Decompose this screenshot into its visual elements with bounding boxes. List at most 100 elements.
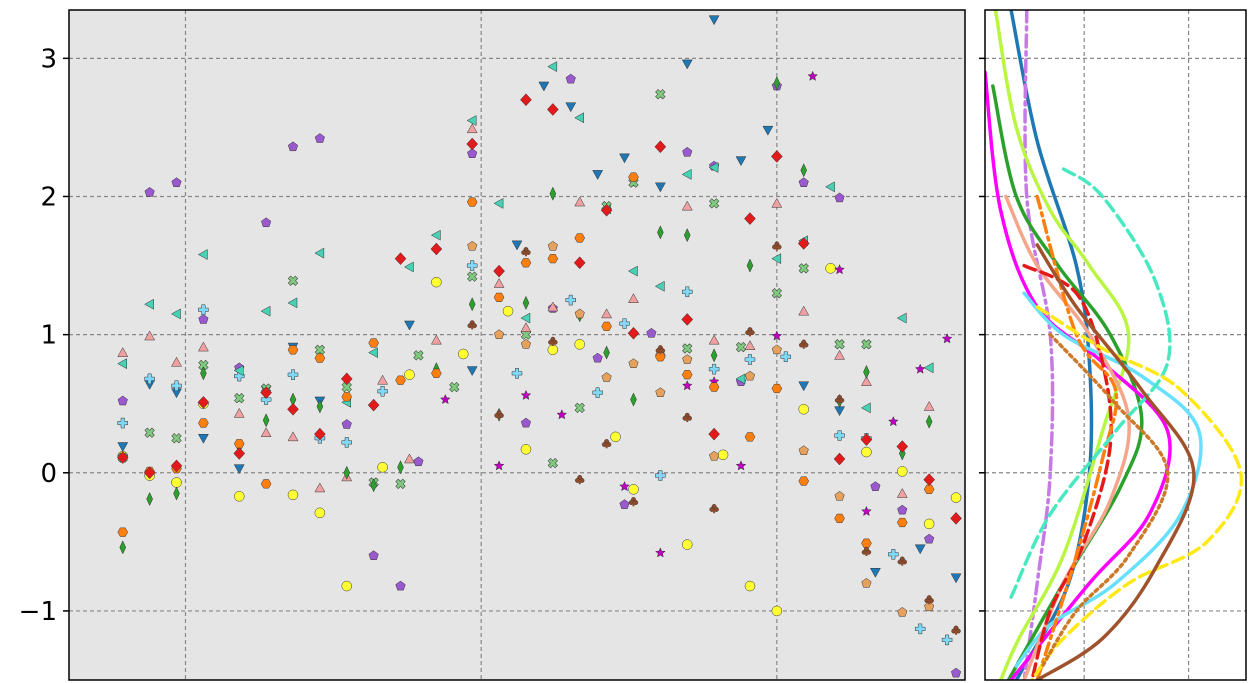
scatter-point <box>404 369 415 380</box>
scatter-point <box>923 484 935 494</box>
scatter-point <box>771 197 783 208</box>
scatter-point <box>234 393 245 404</box>
scatter-point <box>861 577 872 588</box>
scatter-point <box>762 125 774 136</box>
scatter-point <box>861 376 872 386</box>
scatter-point <box>171 356 182 367</box>
scatter-point <box>341 419 352 429</box>
scatter-point <box>467 271 478 282</box>
scatter-point <box>522 295 530 310</box>
side-plot-frame <box>984 9 1247 681</box>
density-curve <box>1035 243 1196 680</box>
scatter-point <box>198 304 209 316</box>
scatter-point <box>261 217 272 228</box>
scatter-point <box>654 280 665 292</box>
scatter-point <box>619 480 630 492</box>
scatter-point <box>923 518 935 530</box>
scatter-point <box>547 254 559 264</box>
scatter-point <box>798 177 809 187</box>
scatter-point <box>655 89 666 100</box>
scatter-point <box>798 381 810 392</box>
scatter-point <box>655 345 666 355</box>
scatter-point <box>565 73 576 84</box>
scatter-point <box>397 460 404 475</box>
scatter-point <box>627 265 638 277</box>
scatter-point <box>116 451 129 464</box>
scatter-point <box>547 61 558 73</box>
scatter-point <box>924 595 934 605</box>
scatter-point <box>368 550 379 560</box>
scatter-point <box>314 507 326 519</box>
scatter-point <box>368 338 379 348</box>
scatter-point <box>547 240 558 251</box>
scatter-point <box>547 301 559 312</box>
scatter-point <box>950 573 962 584</box>
scatter-point <box>117 347 129 357</box>
scatter-point <box>171 433 182 444</box>
scatter-series <box>439 70 953 558</box>
scatter-point <box>341 392 353 402</box>
scatter-point <box>941 634 953 646</box>
scatter-point <box>233 439 245 449</box>
scatter-point <box>233 491 245 502</box>
scatter-point <box>654 547 666 558</box>
scatter-point <box>119 540 127 555</box>
scatter-point <box>619 499 630 509</box>
scatter-point <box>950 492 962 503</box>
scatter-point <box>923 473 935 487</box>
scatter-point <box>897 466 908 477</box>
scatter-point <box>744 340 756 350</box>
scatter-point <box>316 399 324 414</box>
scatter-point <box>171 308 181 320</box>
scatter-point <box>681 59 693 70</box>
scatter-point <box>198 418 209 428</box>
scatter-point <box>457 348 469 360</box>
scatter-point <box>610 431 621 443</box>
scatter-point <box>574 402 585 413</box>
scatter-point <box>834 349 845 360</box>
scatter-point <box>287 369 299 380</box>
scatter-point <box>601 372 612 382</box>
scatter-point <box>771 383 783 394</box>
scatter-point <box>233 447 246 460</box>
scatter-point <box>173 486 180 501</box>
density-curve <box>1014 291 1203 668</box>
main-plot-frame <box>68 9 966 681</box>
scatter-point <box>950 667 962 678</box>
scatter-point <box>681 200 693 211</box>
scatter-point <box>520 417 532 428</box>
scatter-point <box>924 533 935 544</box>
scatter-point <box>547 344 559 356</box>
scatter-point <box>367 398 380 412</box>
scatter-point <box>197 249 208 260</box>
scatter-point <box>377 374 389 385</box>
scatter-point <box>897 504 908 515</box>
scatter-point <box>377 462 388 473</box>
scatter-point <box>493 460 505 471</box>
scatter-point <box>143 466 156 480</box>
scatter-point <box>896 487 908 498</box>
scatter-point <box>200 366 207 381</box>
scatter-point <box>404 320 415 331</box>
scatter-point <box>896 517 908 528</box>
scatter-point <box>574 196 586 207</box>
scatter-point <box>681 286 693 298</box>
scatter-point <box>923 400 935 411</box>
scatter-point <box>681 539 693 550</box>
scatter-point <box>511 240 523 251</box>
scatter-point <box>798 263 809 274</box>
scatter-point <box>870 481 881 491</box>
scatter-point <box>682 412 692 423</box>
scatter-point <box>896 440 909 453</box>
scatter-point <box>941 333 953 344</box>
scatter-point <box>799 339 809 349</box>
density-curve <box>993 10 1131 680</box>
scatter-point <box>924 601 935 612</box>
scatter-point <box>798 445 809 455</box>
scatter-point <box>287 141 299 152</box>
scatter-point <box>681 313 694 326</box>
scatter-point <box>735 341 747 353</box>
scatter-point <box>592 170 604 180</box>
y-tick-label: 1 <box>40 321 57 351</box>
density-curve <box>1035 194 1119 680</box>
